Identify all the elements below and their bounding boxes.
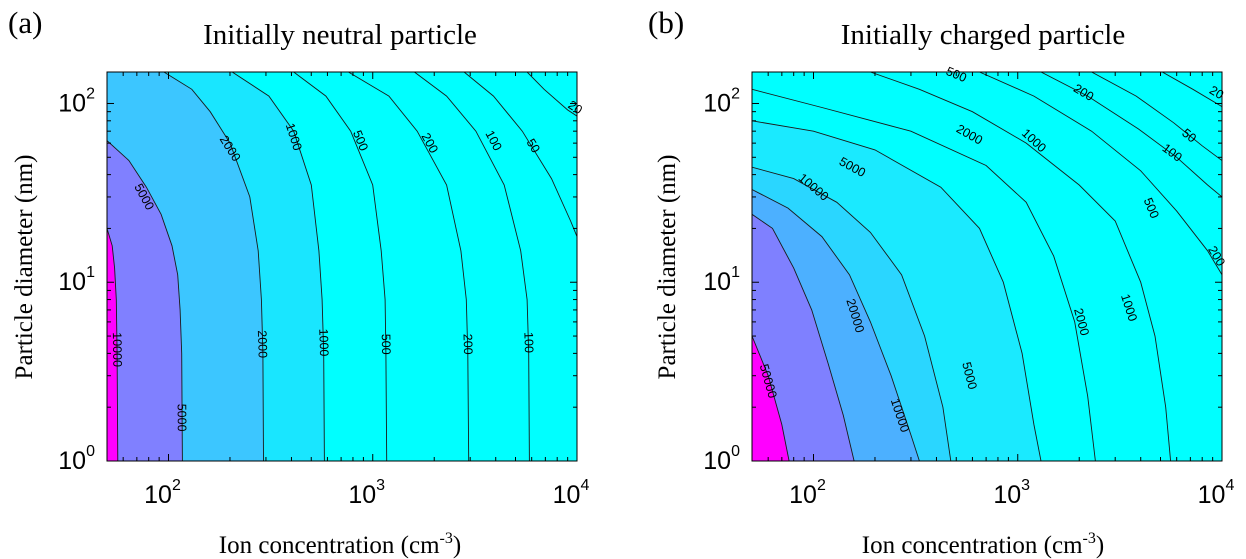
contour-label-2000: 2000 [1071, 307, 1092, 338]
tick-marks [106, 72, 578, 462]
contour-label-5000: 5000 [175, 404, 189, 432]
panel-label-b: (b) [648, 5, 684, 40]
x-tick-label-102: 102 [144, 477, 181, 509]
contour-label-50: 50 [524, 136, 543, 155]
contour-line-50 [463, 72, 577, 237]
contour-label-50: 50 [1179, 126, 1199, 146]
y-tick-label-101: 101 [58, 264, 95, 296]
contour-line-1000 [231, 72, 325, 461]
contour-line-100 [414, 72, 530, 461]
contour-label-20: 20 [566, 98, 585, 117]
contour-line-5000 [107, 140, 183, 461]
x-tick-label-104: 104 [1198, 477, 1235, 509]
contour-line-10000 [107, 228, 119, 461]
x-tick-label-103: 103 [348, 477, 385, 509]
contour-band-20000 [752, 214, 855, 461]
contour-line-1000 [752, 88, 1096, 461]
contour-line-200 [348, 72, 470, 461]
panel-label-a: (a) [8, 5, 42, 40]
contour-fills [752, 72, 1222, 461]
contour-line-5000 [752, 166, 952, 461]
contour-line-20000 [752, 213, 855, 461]
contour-band-5000 [107, 140, 183, 461]
contour-line-20 [1162, 72, 1222, 107]
x-tick-label-102: 102 [789, 477, 826, 509]
contour-label-100: 100 [521, 332, 536, 353]
contour-line-50000 [752, 335, 790, 461]
contour-line-2000 [752, 120, 1042, 461]
contour-label-1000: 1000 [316, 328, 331, 356]
y-tick-label-100: 100 [58, 443, 95, 475]
contour-label-5000: 5000 [959, 360, 979, 390]
contour-band-50000 [752, 336, 790, 461]
chart-title-a: Initially neutral particle [203, 19, 477, 51]
contour-label-200: 200 [461, 334, 476, 355]
contour-line-50 [1091, 72, 1222, 161]
x-axis-label-a: Ion concentration (cm-3) [219, 530, 461, 559]
chart-title-b: Initially charged particle [841, 19, 1126, 51]
y-tick-label-100: 100 [703, 443, 740, 475]
y-axis-label-b: Particle diameter (nm) [654, 155, 681, 380]
y-tick-label-101: 101 [703, 264, 740, 296]
plot-area-b: 2050100200500200500100020005000100002000… [703, 64, 1234, 509]
panel-b: (b) Initially charged particle 20 50 100 20… [648, 5, 1234, 559]
contour-line-500 [293, 72, 388, 461]
contour-line-2000 [163, 72, 264, 461]
contour-label-20: 20 [1207, 83, 1226, 102]
contour-fills [107, 72, 577, 461]
x-axis-label-b: Ion concentration (cm-3) [862, 530, 1104, 559]
x-tick-label-104: 104 [553, 477, 590, 509]
plot-frame [106, 71, 578, 462]
x-tick-label-103: 103 [993, 477, 1030, 509]
y-tick-label-102: 102 [58, 86, 95, 118]
contour-line-500 [870, 72, 1172, 461]
panel-a: (a) Initially neutral particle 20 50 100 20… [8, 5, 589, 559]
contour-label-2000: 2000 [255, 330, 270, 358]
contour-label-500: 500 [379, 334, 393, 355]
contour-lines [107, 72, 577, 461]
contour-lines [752, 72, 1222, 461]
y-tick-label-102: 102 [703, 86, 740, 118]
contour-band-10000 [107, 228, 118, 461]
contour-line-10000 [752, 189, 920, 461]
contour-line-20 [526, 72, 577, 117]
contour-line-200 [979, 72, 1222, 276]
contour-label-10000: 10000 [110, 332, 124, 367]
tick-marks [751, 72, 1223, 462]
y-axis-label-a: Particle diameter (nm) [11, 155, 38, 380]
contour-line-100 [1040, 72, 1222, 198]
plot-frame [751, 71, 1223, 462]
